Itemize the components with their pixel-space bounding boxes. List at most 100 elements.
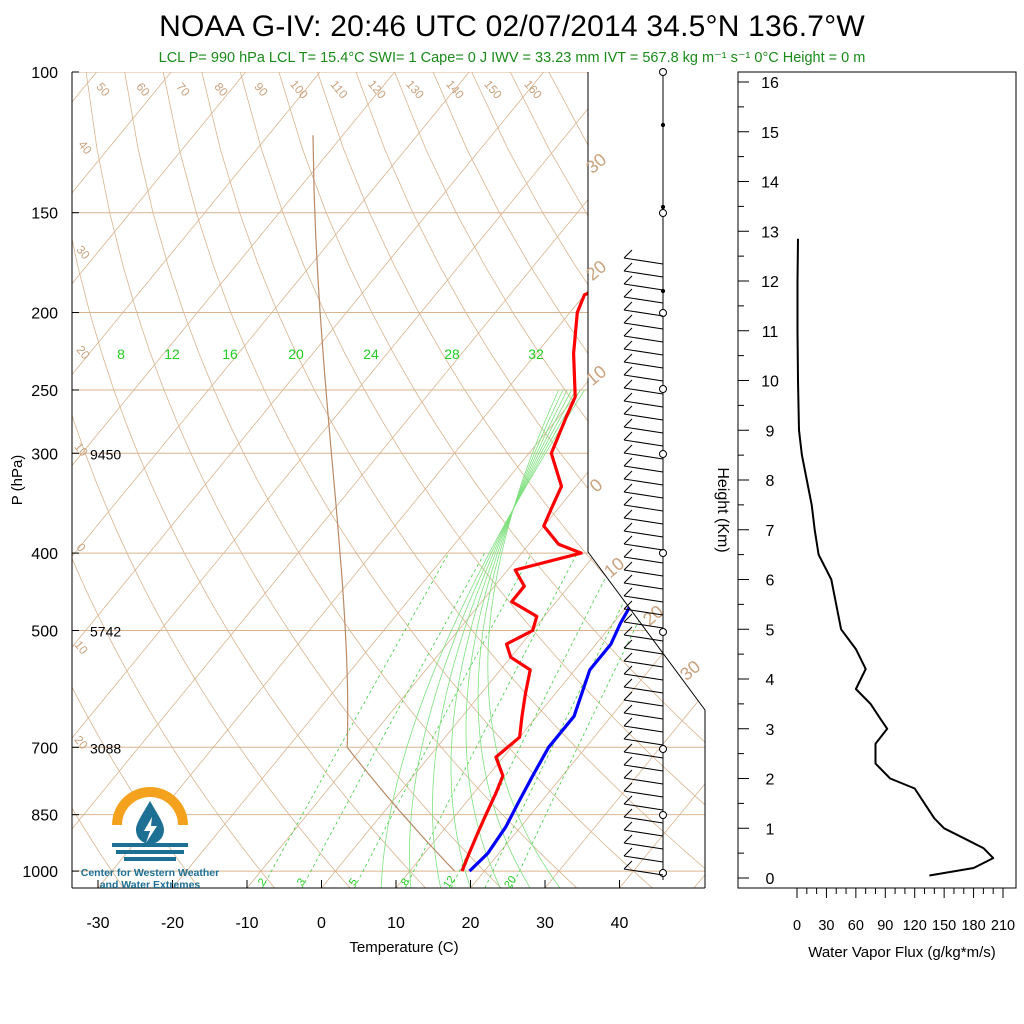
dry-adiabat <box>124 72 577 888</box>
height-marker <box>659 869 667 877</box>
isotherm-line <box>321 72 705 888</box>
wind-barb-feather <box>623 483 633 493</box>
wind-barb-staff <box>623 738 664 746</box>
wind-barb-feather <box>623 405 633 415</box>
wind-barb-staff <box>623 790 664 798</box>
wind-barb-staff <box>623 582 664 590</box>
isotherm-left-label: 40 <box>75 138 95 157</box>
isotherm-left-label: 0 <box>74 540 89 554</box>
temp-tick-label: 40 <box>611 915 629 932</box>
moist-adiabat <box>409 389 581 888</box>
wind-barb-feather <box>623 717 633 727</box>
moist-adiabat-label: 5 <box>347 876 360 888</box>
skewt-background-lines <box>72 72 705 888</box>
wind-barb-staff <box>623 829 664 837</box>
wind-barb-staff <box>623 348 664 356</box>
wind-barb-feather <box>623 652 633 662</box>
height-marker <box>660 204 666 210</box>
temp-tick-label: -10 <box>235 915 258 932</box>
pressure-tick-label: 1000 <box>22 864 58 881</box>
wind-barb-staff <box>623 621 664 629</box>
moist-adiabat-label: 3 <box>295 876 308 888</box>
height-label: 9450 <box>90 446 121 462</box>
wvf-profile <box>796 238 995 877</box>
y-axis-title: P (hPa) <box>9 455 26 506</box>
wind-barb-feather <box>623 704 633 714</box>
isotherm-line <box>470 72 705 888</box>
wind-barb-staff <box>623 257 664 265</box>
wind-barb-staff <box>623 868 664 876</box>
wind-barb-staff <box>623 283 664 291</box>
moist-adiabat <box>465 389 568 888</box>
wind-barb-feather <box>623 821 633 831</box>
wind-barb-feather <box>623 691 633 701</box>
wind-barb-staff <box>623 595 664 603</box>
height-tick-label: 12 <box>761 274 779 291</box>
height-tick-label: 7 <box>766 523 775 540</box>
dry-adiabat <box>548 72 705 888</box>
wind-barb-feather <box>623 795 633 805</box>
isotherm-line <box>72 72 693 888</box>
dry-adiabat <box>72 72 426 888</box>
wvf-tick-label: 120 <box>903 918 927 934</box>
isotherm-line <box>395 72 705 888</box>
height-marker <box>659 209 667 217</box>
pressure-tick-label: 300 <box>31 446 58 463</box>
wind-barb-staff <box>623 504 664 512</box>
pressure-tick-label: 850 <box>31 808 58 825</box>
diagnostics-line: LCL P= 990 hPa LCL T= 15.4°C SWI= 1 Cape… <box>158 50 866 66</box>
dry-adiabat <box>587 72 705 888</box>
pressure-tick-label: 150 <box>31 206 58 223</box>
dry-adiabat-label: 160 <box>521 77 545 102</box>
wind-barb-feather <box>623 249 633 259</box>
wind-barb-feather <box>623 834 633 844</box>
dry-adiabat-label: 110 <box>328 78 351 102</box>
temp-tick-label: 10 <box>387 915 405 932</box>
chart-title: NOAA G-IV: 20:46 UTC 02/07/2014 34.5°N 1… <box>159 10 865 43</box>
mixing-ratio-line <box>354 552 533 888</box>
height-marker <box>660 122 666 128</box>
logo-wave-2 <box>116 850 184 854</box>
isotherm-line <box>72 72 395 888</box>
dry-adiabat <box>394 72 705 888</box>
wind-barb-staff <box>623 491 664 499</box>
wind-barb-column <box>623 68 667 880</box>
wind-barb-staff <box>623 296 664 304</box>
moist-adiabat <box>432 389 577 888</box>
dry-adiabat-label: 60 <box>133 80 153 99</box>
height-tick-label: 4 <box>766 672 775 689</box>
dry-adiabat <box>72 72 351 888</box>
isotherm-line <box>72 72 619 888</box>
wind-barb-staff <box>623 517 664 525</box>
wind-barb-feather <box>623 860 633 870</box>
isotherm-line <box>97 72 705 888</box>
isotherm-label: 30 <box>582 149 610 177</box>
wind-barb-staff <box>623 725 664 733</box>
moist-adiabat <box>380 389 585 888</box>
height-tick-label: 6 <box>766 573 775 590</box>
cw3e-logo-icon <box>112 787 188 861</box>
height-tick-label: 14 <box>761 175 779 192</box>
moist-adiabat <box>477 389 564 888</box>
wind-barb-feather <box>623 275 633 285</box>
skewt-profiles <box>312 135 705 873</box>
isotherm-label: 30 <box>676 656 704 684</box>
logo-line-1: Center for Western Weather <box>80 867 220 879</box>
wind-barb-staff <box>623 634 664 642</box>
temp-tick-label: -20 <box>161 915 184 932</box>
height-axis-title: Height (Km) <box>714 467 731 552</box>
mixing-ratio-label: 8 <box>117 346 125 362</box>
mixing-ratio-label: 32 <box>528 346 544 362</box>
wind-barb-feather <box>623 288 633 298</box>
height-tick-label: 0 <box>766 871 775 888</box>
wind-barb-staff <box>623 855 664 863</box>
wind-barb-feather <box>623 756 633 766</box>
height-marker <box>659 549 667 557</box>
moist-adiabat <box>450 389 572 888</box>
wind-barb-staff <box>623 465 664 473</box>
moist-adiabat-label: 8 <box>399 876 412 888</box>
wind-barb-staff <box>623 803 664 811</box>
wind-barb-feather <box>623 548 633 558</box>
